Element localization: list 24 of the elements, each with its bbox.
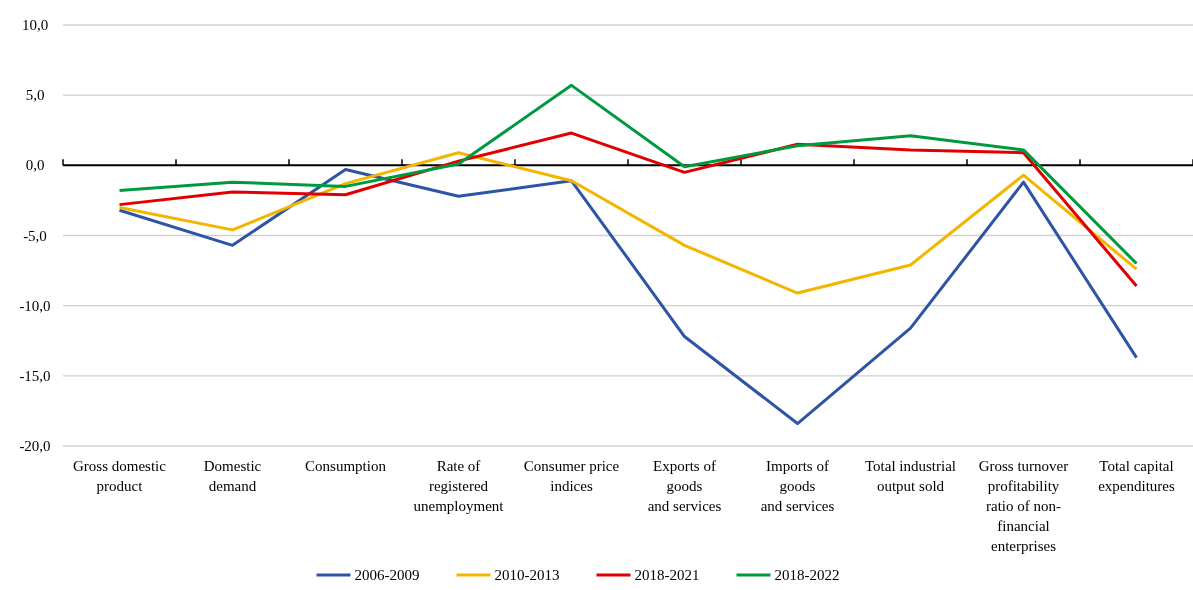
y-tick-label: 5,0 xyxy=(25,87,45,104)
legend-label: 2018-2022 xyxy=(774,567,840,583)
line-series xyxy=(118,168,1138,426)
y-tick-label: -10,0 xyxy=(19,297,51,314)
x-tick-label: Rate of registered unemployment xyxy=(413,458,505,514)
legend-label: 2006-2009 xyxy=(354,567,420,583)
y-tick-label: 10,0 xyxy=(21,17,49,33)
line-series xyxy=(118,151,1138,295)
x-tick-label: Gross domestic product xyxy=(73,458,167,494)
x-tick-label: Gross turnover profitability ratio of non- financial enterprises xyxy=(978,458,1069,554)
x-tick-label: Exports of goods and services xyxy=(647,458,722,514)
x-tick-label: Consumption xyxy=(305,458,387,474)
x-tick-label: Imports of goods and services xyxy=(760,458,835,514)
x-tick-label: Total industrial output sold xyxy=(864,458,957,494)
y-tick-label: -20,0 xyxy=(19,438,51,454)
x-tick-label: Total capital expenditures xyxy=(1098,458,1175,494)
x-tick-label: Consumer price indices xyxy=(523,458,620,494)
legend-label: 2010-2013 xyxy=(494,567,560,583)
y-tick-label: -5,0 xyxy=(23,227,47,244)
y-tick-label: -15,0 xyxy=(19,367,51,384)
x-tick-label: Domestic demand xyxy=(203,458,262,494)
y-tick-label: 0,0 xyxy=(25,157,45,174)
line-series xyxy=(118,83,1138,266)
legend-label: 2018-2021 xyxy=(634,567,700,583)
